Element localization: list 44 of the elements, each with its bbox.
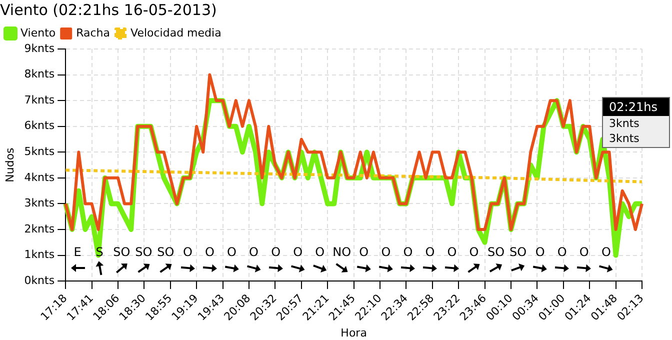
annotation: E [72,245,82,260]
annotation: O [424,245,436,260]
y-tick-label: 7knts [24,93,55,106]
x-axis-title: Hora [340,326,367,340]
line-series [64,168,644,184]
y-tick-label: 4knts [24,170,55,184]
annotation: SO [112,245,132,260]
annotation: O [534,245,546,260]
y-tick-label: 9knts [24,42,55,55]
y-axis-title: Nudos [3,147,16,182]
annotation: SO [156,245,176,260]
annotation: O [578,245,590,260]
annotation: SO [508,245,528,260]
y-tick-label: 1knts [24,248,55,262]
y-tick-label: 6knts [24,119,55,132]
annotation: 3knts [608,116,640,132]
annotation: O [248,245,260,260]
annotation: 3knts [608,131,640,148]
y-tick-label: 5knts [24,144,55,158]
annotation: O [292,245,304,260]
annotation: O [468,245,480,260]
annotation: O [315,245,325,260]
annotation: O [380,245,392,260]
y-tick-label: 3knts [24,196,55,210]
y-tick-label: 8knts [24,68,55,81]
annotation: O [226,245,238,260]
annotation: O [182,245,194,260]
annotation: O [359,245,369,260]
annotation: SO [134,245,154,260]
chart-title: Viento (02:21hs 16-05-2013) [0,0,217,19]
y-tick-label: 0knts [24,274,55,287]
legend-label: Racha [76,26,110,40]
annotation: NO [332,245,352,260]
annotation: O [446,245,458,260]
annotation: O [270,245,282,260]
annotation: O [556,245,568,260]
annotation: SO [486,245,506,260]
annotation: 02:21hs [603,98,669,116]
annotation: O [204,245,216,260]
annotation: O [402,245,414,260]
legend-label: Viento [20,26,56,40]
annotation: O [600,245,612,260]
y-tick-label: 2knts [24,222,55,236]
legend-label: Velocidad media [130,26,222,40]
